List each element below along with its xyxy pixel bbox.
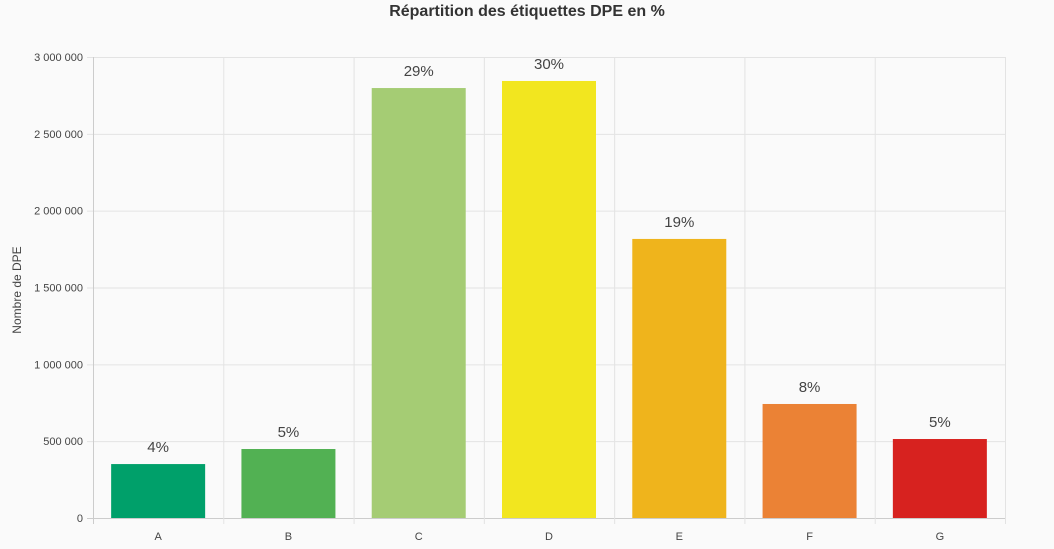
x-tick-label: F [806, 531, 813, 543]
data-label-F: 8% [799, 379, 821, 396]
data-label-E: 19% [664, 214, 694, 231]
y-tick-label: 2 500 000 [34, 129, 83, 141]
bar-D [502, 80, 596, 519]
x-tick-label: A [154, 531, 162, 543]
y-tick-label: 0 [77, 513, 83, 525]
chart-title: Répartition des étiquettes DPE en % [389, 3, 665, 20]
data-label-D: 30% [534, 56, 564, 73]
data-label-B: 5% [278, 424, 300, 441]
bar-G [892, 439, 987, 518]
y-tick-label: 2 000 000 [34, 206, 83, 218]
y-tick-label: 1 500 000 [34, 283, 83, 295]
y-tick-label: 1 000 000 [34, 359, 83, 371]
x-tick-label: D [545, 531, 553, 543]
bar-A [111, 464, 206, 518]
y-tick-label: 500 000 [43, 436, 83, 448]
bar-C [371, 88, 466, 519]
y-tick-label: 3 000 000 [34, 52, 83, 64]
x-tick-label: E [676, 531, 683, 543]
x-tick-label: C [415, 531, 423, 543]
data-label-C: 29% [404, 63, 434, 80]
data-label-A: 4% [147, 439, 169, 456]
data-label-G: 5% [929, 414, 951, 431]
bar-E [632, 238, 727, 518]
bar-F [762, 403, 857, 518]
x-tick-label: G [936, 531, 945, 543]
bar-B [241, 449, 336, 518]
x-tick-label: B [285, 531, 292, 543]
